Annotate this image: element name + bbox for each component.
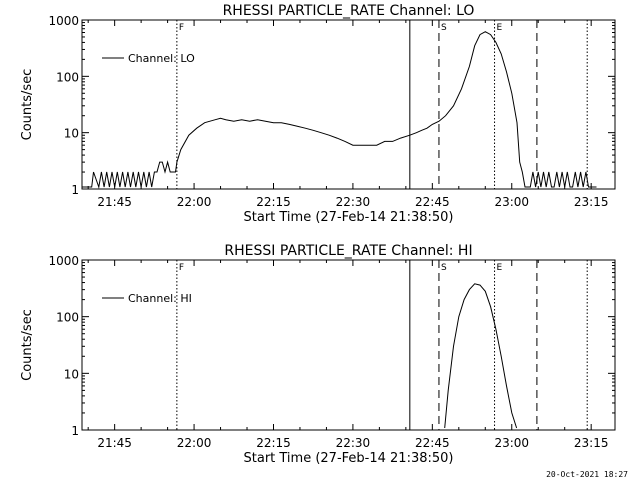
x-tick-label: 22:45 — [415, 436, 450, 450]
plot-frame — [81, 259, 616, 431]
marker-label: E — [497, 23, 503, 33]
x-tick-label: 21:45 — [97, 436, 132, 450]
x-tick-label: 22:00 — [177, 436, 212, 450]
y-axis-label: Counts/sec — [20, 309, 35, 381]
legend-label: Channel: LO — [128, 52, 195, 65]
y-tick-label: 100 — [56, 70, 79, 84]
y-axis-label: Counts/sec — [20, 69, 35, 141]
x-tick-label: 22:00 — [177, 195, 212, 209]
x-tick-label: 23:15 — [574, 436, 609, 450]
x-tick-label: 23:15 — [574, 195, 609, 209]
x-tick-label: 22:15 — [256, 195, 291, 209]
y-tick-label: 10 — [64, 127, 79, 141]
x-tick-label: 22:30 — [336, 195, 371, 209]
marker-label: E — [497, 263, 503, 273]
y-tick-label: 100 — [56, 311, 79, 325]
marker-label: F — [179, 263, 184, 273]
x-tick-label: 22:15 — [256, 436, 291, 450]
y-tick-label: 1 — [71, 183, 79, 197]
x-axis-label: Start Time (27-Feb-14 21:38:50) — [244, 451, 454, 466]
marker-label: S — [441, 263, 447, 273]
plot-frame — [81, 19, 616, 190]
x-tick-label: 23:00 — [494, 195, 529, 209]
series-line — [82, 31, 597, 189]
y-tick-label: 1 — [71, 424, 79, 438]
y-tick-label: 1000 — [48, 14, 79, 28]
marker-label: S — [441, 23, 447, 33]
chart-title: RHESSI PARTICLE_RATE Channel: HI — [224, 243, 472, 259]
chart-title: RHESSI PARTICLE_RATE Channel: LO — [223, 3, 475, 19]
x-axis-label: Start Time (27-Feb-14 21:38:50) — [244, 210, 454, 225]
legend-label: Channel: HI — [128, 292, 192, 305]
series-line — [444, 283, 518, 429]
footer-timestamp: 20-Oct-2021 18:27 — [546, 470, 628, 479]
x-tick-label: 22:30 — [336, 436, 371, 450]
x-tick-label: 22:45 — [415, 195, 450, 209]
y-tick-label: 10 — [64, 367, 79, 381]
x-tick-label: 21:45 — [97, 195, 132, 209]
y-tick-label: 1000 — [48, 254, 79, 268]
x-tick-label: 23:00 — [494, 436, 529, 450]
marker-label: F — [179, 23, 184, 33]
